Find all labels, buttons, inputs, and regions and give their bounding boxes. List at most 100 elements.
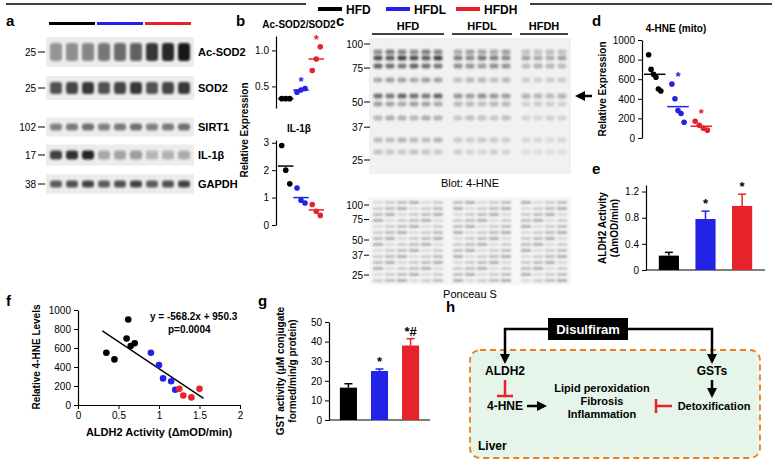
legend-swatch	[386, 7, 410, 11]
ponceau-band	[465, 279, 475, 282]
blot-band	[386, 50, 395, 55]
ponceau-band	[545, 231, 555, 234]
ponceau-band	[453, 273, 463, 276]
tick-mark	[638, 138, 642, 139]
ponceau-band	[489, 249, 499, 252]
ponceau-band	[465, 243, 475, 246]
protein-label: SIRT1	[198, 121, 229, 133]
blot-band	[434, 138, 443, 143]
ponceau-band	[453, 201, 463, 204]
mw-tick	[38, 155, 45, 156]
panel-label: c	[336, 12, 344, 29]
ponceau-band	[453, 249, 463, 252]
blot-band	[522, 138, 531, 143]
diagram: DisulfiramALDH2GSTs4-HNELipid peroxidati…	[470, 318, 760, 458]
mw-label: 37	[352, 122, 364, 133]
blot-band	[502, 116, 511, 121]
ponceau-band	[533, 249, 543, 252]
blot-band	[558, 50, 567, 55]
ponceau-band	[385, 243, 395, 246]
ponceau-band	[545, 261, 555, 264]
ponceau-band	[397, 213, 407, 216]
ponceau-band	[521, 231, 531, 234]
ponceau-band	[557, 225, 567, 228]
ponceau-band	[501, 267, 511, 270]
ponceau-band	[421, 267, 431, 270]
y-axis-title: formed/min/g protein)	[287, 319, 298, 422]
blot-band	[502, 102, 511, 107]
bar	[695, 219, 715, 270]
inhibition-line	[504, 380, 507, 396]
tick-mark	[638, 79, 642, 80]
blot-band	[422, 116, 431, 121]
ponceau-band	[397, 219, 407, 222]
blot-band	[502, 78, 511, 83]
mean-line	[667, 106, 688, 108]
x-axis: 00.511.52	[76, 405, 244, 421]
tick-mark	[325, 400, 329, 401]
tick-label: 1.0	[255, 45, 269, 56]
blot-band	[178, 151, 190, 160]
blot-band	[534, 116, 543, 121]
ponceau-band	[477, 273, 487, 276]
mw-label: 25	[25, 83, 37, 94]
data-point	[648, 67, 654, 73]
tick-mark	[642, 270, 646, 271]
ponceau-band	[557, 201, 567, 204]
blot-band	[534, 78, 543, 83]
blot-band	[398, 78, 407, 83]
tick-label: 0	[263, 220, 269, 231]
tick-mark	[638, 60, 642, 61]
ponceau-band	[433, 201, 443, 204]
tick: 3	[263, 137, 276, 148]
blot-band	[398, 102, 407, 107]
data-point	[160, 375, 167, 382]
ponceau-band	[433, 279, 443, 282]
significance: *	[377, 354, 383, 369]
mean-line	[278, 98, 293, 100]
mw-tick	[364, 127, 370, 128]
blot-band	[82, 43, 94, 61]
blot-background	[369, 197, 571, 285]
tick: 0.5	[255, 81, 276, 92]
activation-arrow	[505, 329, 548, 361]
blot-band	[162, 124, 174, 131]
ponceau-band	[453, 219, 463, 222]
tick-label: 600	[618, 74, 635, 85]
blot-band	[522, 150, 531, 155]
ponceau-band	[453, 267, 463, 270]
ponceau-band	[453, 255, 463, 258]
mw-label: 75	[352, 63, 364, 74]
ponceau-band	[545, 201, 555, 204]
ponceau-band	[533, 231, 543, 234]
ponceau-band	[373, 237, 383, 240]
ponceau-band	[489, 219, 499, 222]
blot-band	[466, 78, 475, 83]
ponceau-band	[373, 267, 383, 270]
blot-band	[546, 138, 555, 143]
ponceau-band	[501, 207, 511, 210]
blot-band	[386, 94, 395, 99]
blot-band	[374, 94, 383, 99]
ponceau-band	[373, 231, 383, 234]
y-axis-title: Relative Expression	[239, 82, 250, 177]
node-label: ALDH2	[485, 364, 525, 378]
blot-band	[130, 82, 142, 94]
ponceau-band	[501, 201, 511, 204]
tick-mark	[74, 348, 78, 349]
tick: 0.4	[625, 239, 646, 250]
data-point	[302, 200, 308, 206]
legend-swatch	[318, 7, 342, 11]
mean-line	[644, 74, 665, 76]
blot-band	[522, 78, 531, 83]
blot-band	[522, 102, 531, 107]
blot-band	[410, 116, 419, 121]
mw-label: 100	[346, 200, 363, 211]
blot-band	[410, 50, 419, 55]
inhibition-line	[656, 405, 672, 408]
ponceau-band	[501, 231, 511, 234]
ponceau-band	[477, 231, 487, 234]
ponceau-band	[397, 225, 407, 228]
tick-label: 1	[157, 410, 163, 421]
ponceau-band	[533, 261, 543, 264]
